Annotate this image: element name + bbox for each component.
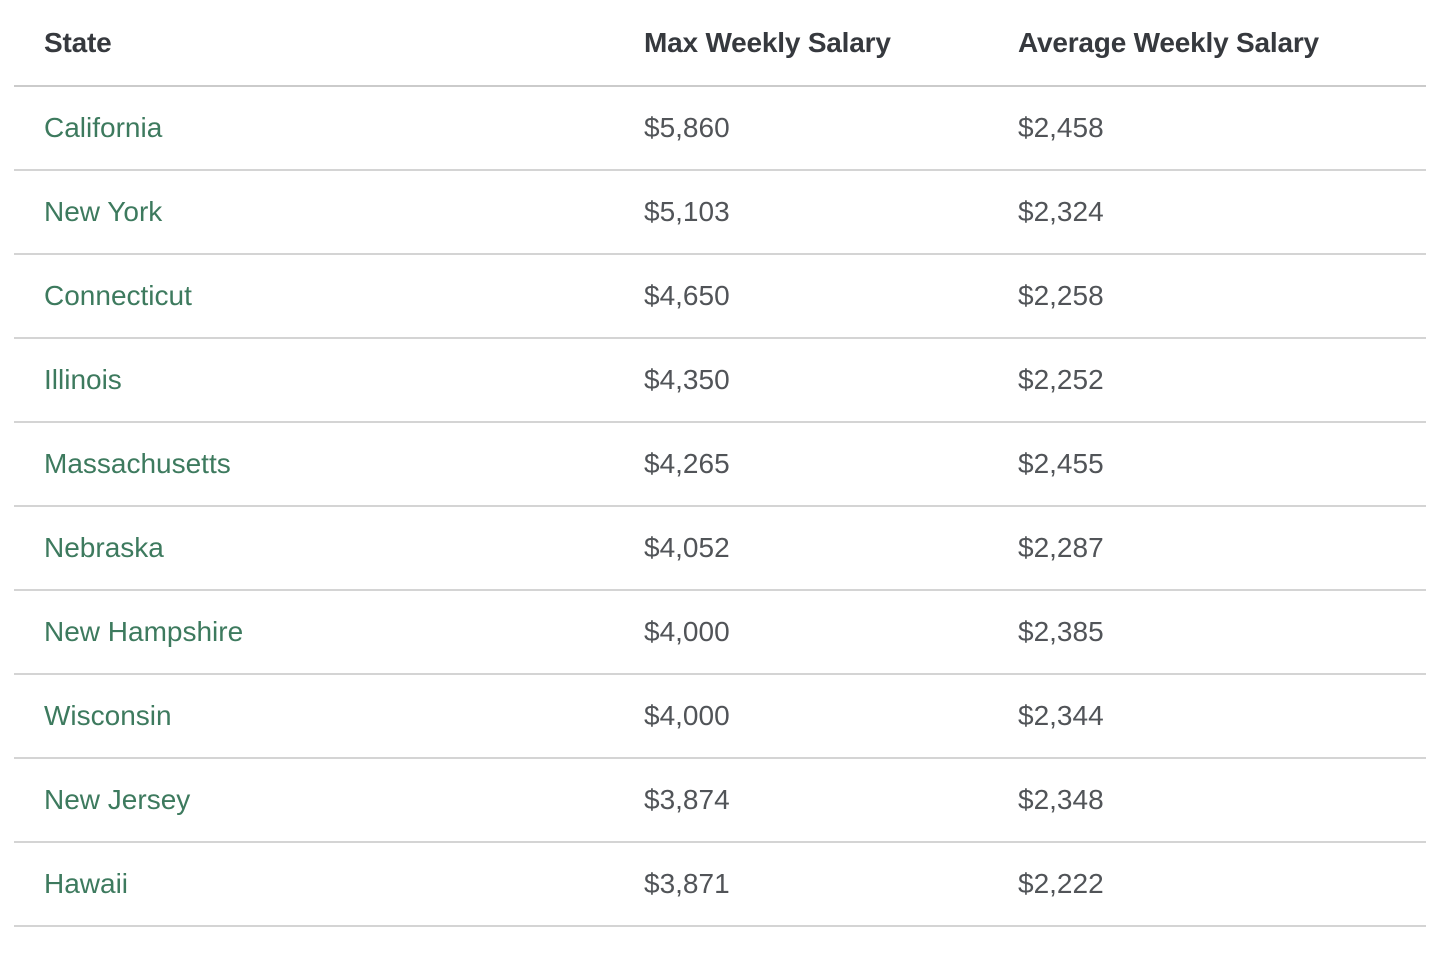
state-cell: New Hampshire: [14, 590, 614, 675]
average-weekly-salary-cell: $2,287: [988, 506, 1426, 591]
max-weekly-salary-cell: $4,265: [614, 422, 988, 507]
table-row: New Hampshire $4,000 $2,385: [14, 590, 1426, 675]
table-row: California $5,860 $2,458: [14, 86, 1426, 171]
average-weekly-salary-cell: $2,455: [988, 422, 1426, 507]
table-row: New Jersey $3,874 $2,348: [14, 758, 1426, 843]
table-row: Hawaii $3,871 $2,222: [14, 842, 1426, 927]
max-weekly-salary-cell: $3,874: [614, 758, 988, 843]
salary-table-container: State Max Weekly Salary Average Weekly S…: [14, 0, 1426, 927]
table-row: Connecticut $4,650 $2,258: [14, 254, 1426, 339]
table-row: Nebraska $4,052 $2,287: [14, 506, 1426, 591]
table-row: New York $5,103 $2,324: [14, 170, 1426, 255]
max-weekly-salary-cell: $4,650: [614, 254, 988, 339]
state-link[interactable]: Hawaii: [44, 868, 129, 899]
state-cell: New York: [14, 170, 614, 255]
state-link[interactable]: Massachusetts: [44, 448, 231, 479]
state-link[interactable]: New Jersey: [44, 784, 191, 815]
state-cell: Hawaii: [14, 842, 614, 927]
state-cell: Illinois: [14, 338, 614, 423]
state-link[interactable]: New York: [44, 196, 163, 227]
state-link[interactable]: California: [44, 112, 163, 143]
state-cell: Wisconsin: [14, 674, 614, 759]
max-weekly-salary-cell: $5,103: [614, 170, 988, 255]
header-max-weekly-salary: Max Weekly Salary: [614, 0, 988, 87]
state-cell: Massachusetts: [14, 422, 614, 507]
average-weekly-salary-cell: $2,385: [988, 590, 1426, 675]
table-row: Wisconsin $4,000 $2,344: [14, 674, 1426, 759]
average-weekly-salary-cell: $2,324: [988, 170, 1426, 255]
state-cell: Connecticut: [14, 254, 614, 339]
average-weekly-salary-cell: $2,348: [988, 758, 1426, 843]
header-state: State: [14, 0, 614, 87]
state-cell: Nebraska: [14, 506, 614, 591]
header-average-weekly-salary: Average Weekly Salary: [988, 0, 1426, 87]
average-weekly-salary-cell: $2,222: [988, 842, 1426, 927]
max-weekly-salary-cell: $3,871: [614, 842, 988, 927]
average-weekly-salary-cell: $2,344: [988, 674, 1426, 759]
state-link[interactable]: Nebraska: [44, 532, 164, 563]
average-weekly-salary-cell: $2,252: [988, 338, 1426, 423]
average-weekly-salary-cell: $2,258: [988, 254, 1426, 339]
state-link[interactable]: Wisconsin: [44, 700, 172, 731]
max-weekly-salary-cell: $5,860: [614, 86, 988, 171]
table-header-row: State Max Weekly Salary Average Weekly S…: [14, 0, 1426, 87]
state-link[interactable]: New Hampshire: [44, 616, 244, 647]
max-weekly-salary-cell: $4,052: [614, 506, 988, 591]
average-weekly-salary-cell: $2,458: [988, 86, 1426, 171]
table-row: Illinois $4,350 $2,252: [14, 338, 1426, 423]
max-weekly-salary-cell: $4,000: [614, 674, 988, 759]
state-cell: New Jersey: [14, 758, 614, 843]
max-weekly-salary-cell: $4,350: [614, 338, 988, 423]
salary-table: State Max Weekly Salary Average Weekly S…: [14, 0, 1426, 927]
state-cell: California: [14, 86, 614, 171]
state-link[interactable]: Connecticut: [44, 280, 192, 311]
table-row: Massachusetts $4,265 $2,455: [14, 422, 1426, 507]
state-link[interactable]: Illinois: [44, 364, 122, 395]
max-weekly-salary-cell: $4,000: [614, 590, 988, 675]
